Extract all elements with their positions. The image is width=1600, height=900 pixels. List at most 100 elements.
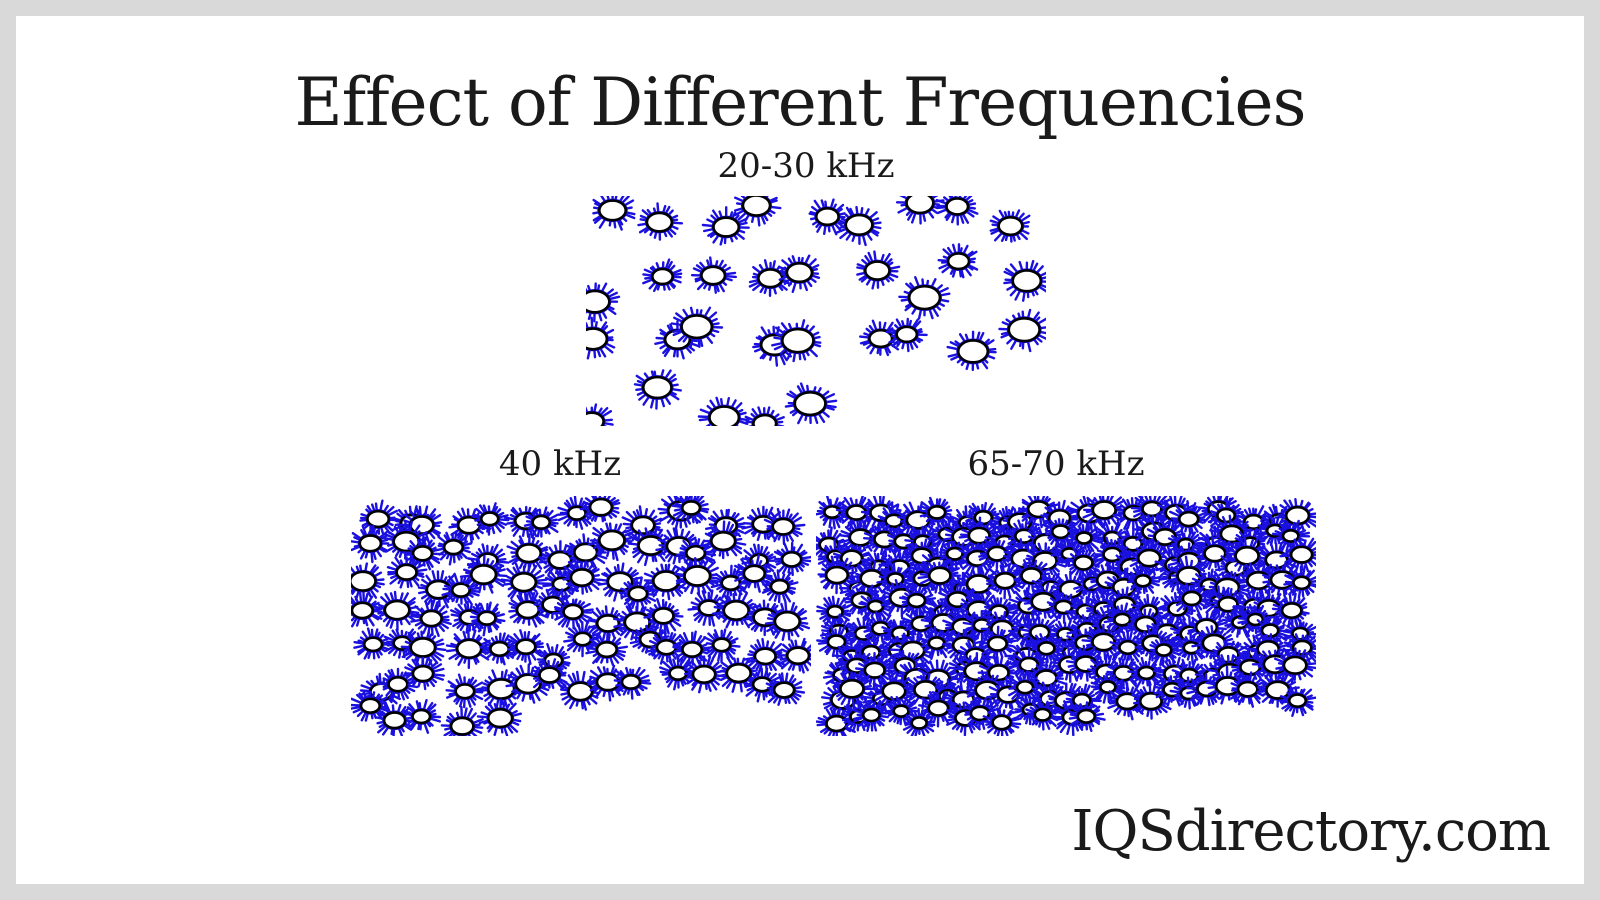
cavitation-bubble — [764, 600, 811, 642]
cavitation-bubble — [586, 403, 614, 426]
cavitation-bubble — [1283, 565, 1316, 600]
cavitation-bubble — [784, 382, 838, 425]
cavitation-bubble — [386, 554, 428, 589]
cavitation-bubble — [642, 258, 683, 293]
cavitation-bubble — [619, 576, 657, 612]
cavitation-bubble — [816, 707, 856, 736]
cavitation-bubble — [1003, 259, 1046, 302]
cavitation-bubble — [998, 308, 1046, 353]
cavitation-bubble — [937, 243, 979, 279]
cavitation-bubble — [978, 538, 1018, 570]
cavitation-bubble — [433, 530, 473, 566]
cavitation-bubble — [763, 507, 806, 546]
cavitation-bubble — [808, 198, 847, 236]
cavitation-bubble — [500, 562, 548, 603]
cavitation-bubble — [1126, 563, 1162, 598]
cavitation-bubble — [1168, 555, 1211, 595]
cavitation-bubble — [400, 630, 447, 667]
panel-label-40khz: 40 kHz — [498, 444, 622, 484]
cavitation-bubble — [353, 627, 393, 660]
panel-label-65-70khz: 65-70 kHz — [967, 444, 1145, 484]
cavitation-bubble — [467, 601, 506, 637]
cavitation-bubble — [885, 317, 928, 353]
cavitation-bubble — [744, 406, 785, 426]
cavitation-bubble — [1274, 647, 1316, 685]
cavitation-bubble — [373, 590, 420, 632]
bubble-field-20-30khz — [586, 196, 1046, 426]
cavitation-bubble — [771, 319, 822, 363]
cavitation-bubble — [989, 209, 1031, 243]
cavitation-bubble — [579, 496, 621, 523]
cavitation-bubble — [1129, 539, 1170, 576]
cavitation-bubble — [643, 563, 689, 601]
cavitation-bubble — [587, 522, 633, 562]
cavitation-bubble — [506, 533, 549, 572]
cavitation-bubble — [1271, 592, 1310, 629]
cavitation-bubble — [946, 330, 997, 372]
cavitation-bubble — [683, 655, 726, 694]
cavitation-bubble — [563, 621, 602, 658]
brand-logo-text: IQSdirectory.com — [1071, 799, 1551, 864]
cavitation-bubble — [765, 672, 806, 706]
cavitation-bubble — [674, 557, 719, 597]
cavitation-bubble — [733, 196, 782, 227]
cavitation-bubble — [351, 591, 383, 628]
cavitation-bubble — [592, 196, 636, 231]
cavitation-bubble — [856, 250, 901, 290]
cavitation-bubble — [374, 702, 415, 736]
cavitation-bubble — [351, 524, 390, 564]
cavitation-bubble — [777, 637, 811, 674]
cavitation-bubble — [773, 541, 811, 577]
cavitation-bubble — [670, 306, 724, 349]
cavitation-bubble — [700, 520, 747, 560]
cavitation-bubble — [586, 316, 616, 360]
cavitation-bubble — [981, 707, 1022, 736]
cavitation-bubble — [1256, 672, 1300, 708]
cavitation-bubble — [734, 554, 773, 593]
cavitation-bubble — [671, 496, 710, 525]
cavitation-bubble — [1067, 701, 1106, 733]
cavitation-bubble — [585, 632, 629, 667]
cavitation-bubble — [1206, 570, 1250, 606]
cavitation-bubble — [717, 656, 760, 693]
cavitation-bubble — [1017, 496, 1060, 529]
cavitation-bubble — [902, 707, 936, 736]
cavitation-bubble — [643, 597, 684, 636]
cavitation-bubble — [1282, 619, 1316, 651]
bubble-field-65-70khz — [816, 496, 1316, 736]
cavitation-bubble — [551, 595, 594, 630]
cavitation-bubble — [919, 496, 954, 529]
cavitation-bubble — [836, 205, 882, 247]
cavitation-bubble — [743, 637, 786, 676]
cavitation-bubble — [1082, 496, 1126, 526]
cavitation-bubble — [1279, 535, 1316, 573]
cavitation-bubble — [402, 698, 442, 734]
cavitation-bubble — [445, 629, 491, 670]
cavitation-bubble — [1195, 536, 1235, 572]
cavitation-bubble — [410, 599, 452, 638]
panel-label-20-30khz: 20-30 kHz — [717, 146, 895, 186]
bubble-field-40khz — [351, 496, 811, 736]
cavitation-bubble — [816, 496, 849, 530]
cavitation-bubble — [1006, 669, 1045, 702]
cavitation-bubble — [703, 628, 741, 664]
cavitation-bubble — [1278, 685, 1316, 718]
cavitation-bubble — [935, 196, 979, 226]
cavitation-bubble — [830, 670, 875, 710]
cavitation-bubble — [530, 657, 568, 690]
cavitation-bubble — [359, 499, 400, 538]
cavitation-bubble — [817, 555, 856, 595]
cavitation-bubble — [1173, 582, 1211, 615]
cavitation-bubble — [852, 698, 890, 733]
diagram-frame: Effect of Different Frequencies 20-30 kH… — [16, 16, 1584, 884]
cavitation-bubble — [859, 319, 903, 357]
cavitation-bubble — [471, 502, 510, 536]
cavitation-bubble — [1025, 660, 1067, 697]
cavitation-bubble — [1065, 522, 1102, 554]
cavitation-bubble — [537, 540, 581, 577]
cavitation-bubble — [1103, 602, 1141, 635]
cavitation-bubble — [445, 673, 485, 709]
cavitation-bubble — [778, 254, 821, 294]
cavitation-bubble — [637, 202, 684, 241]
cavitation-bubble — [613, 666, 652, 700]
